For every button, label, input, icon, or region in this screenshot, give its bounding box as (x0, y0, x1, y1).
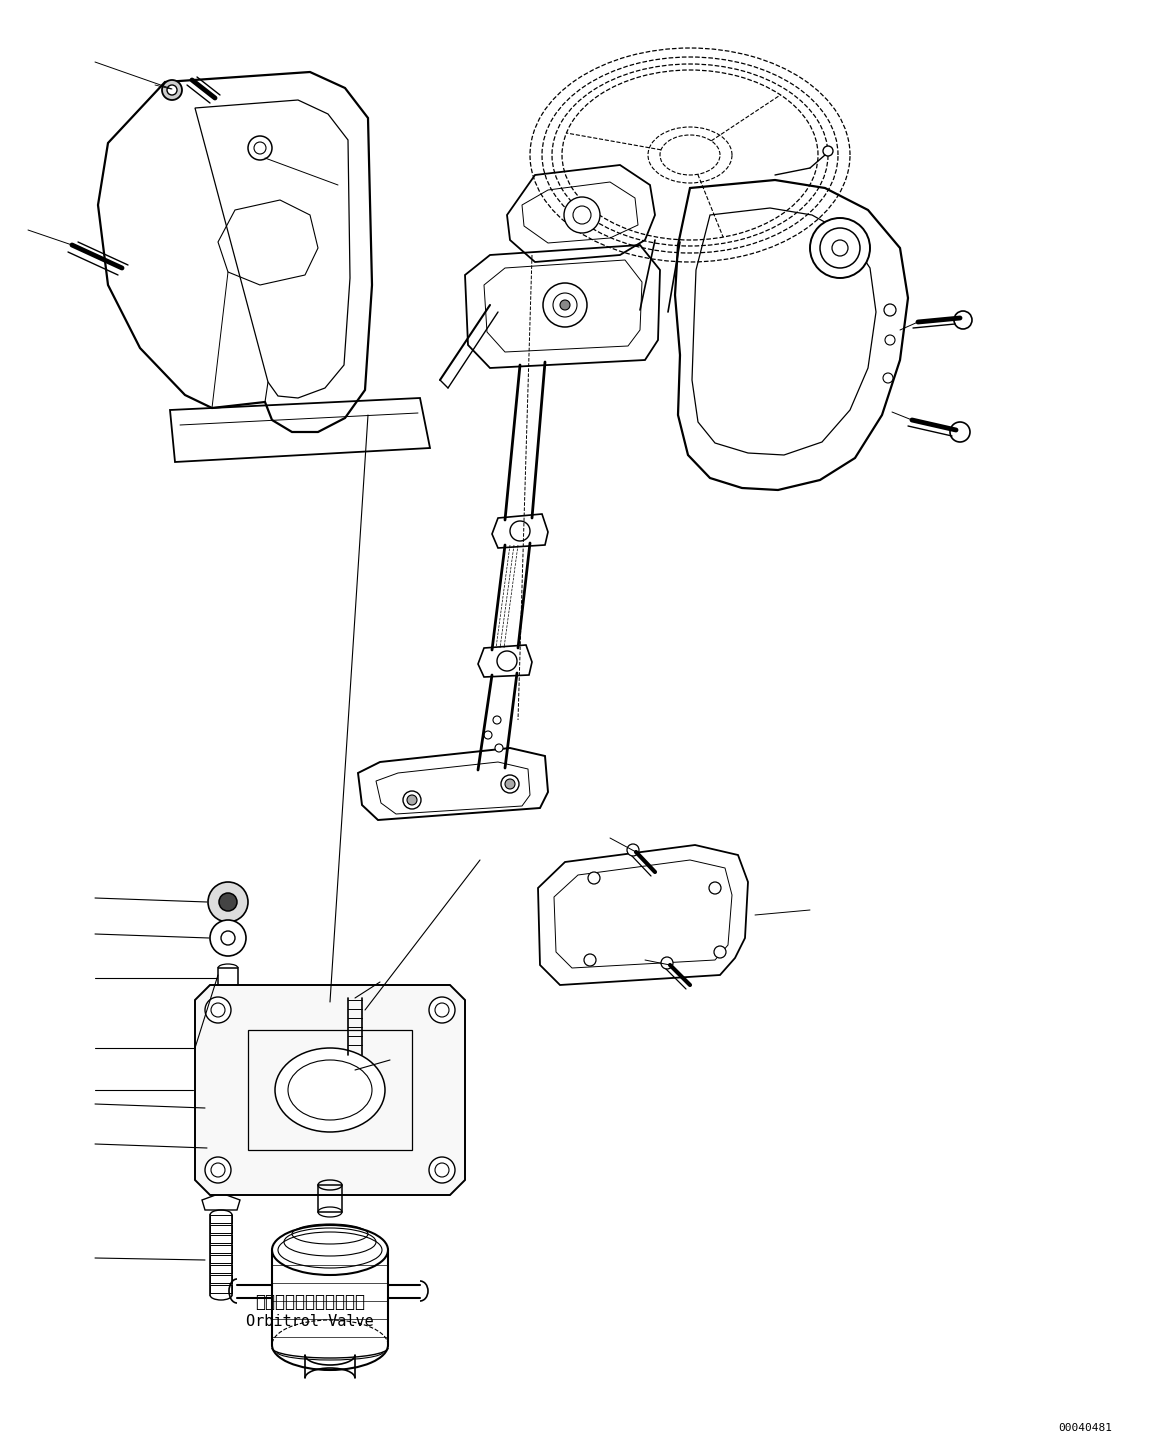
Circle shape (254, 141, 266, 154)
Circle shape (511, 521, 530, 541)
Circle shape (832, 239, 848, 257)
Circle shape (564, 198, 600, 234)
Circle shape (823, 146, 833, 156)
Circle shape (501, 774, 519, 793)
Ellipse shape (288, 1060, 372, 1120)
Text: オービットロールバルブ: オービットロールバルブ (255, 1293, 365, 1311)
Text: Orbitrol Valve: Orbitrol Valve (247, 1315, 373, 1330)
Circle shape (221, 932, 235, 945)
Circle shape (588, 872, 600, 884)
Circle shape (505, 779, 515, 789)
Circle shape (167, 85, 177, 95)
Circle shape (714, 946, 726, 957)
Circle shape (347, 1061, 364, 1079)
Circle shape (493, 717, 501, 724)
Circle shape (248, 136, 272, 160)
Circle shape (820, 228, 859, 268)
Circle shape (219, 893, 237, 911)
Circle shape (561, 300, 570, 310)
Circle shape (495, 744, 504, 751)
Ellipse shape (274, 1048, 385, 1132)
Circle shape (205, 996, 231, 1022)
Circle shape (484, 731, 492, 738)
Circle shape (884, 304, 896, 316)
Circle shape (435, 1164, 449, 1177)
Circle shape (497, 650, 518, 671)
Circle shape (543, 283, 587, 327)
Circle shape (351, 1066, 359, 1074)
Circle shape (584, 955, 595, 966)
Circle shape (220, 1141, 236, 1156)
Circle shape (206, 1086, 250, 1131)
Text: 00040481: 00040481 (1058, 1423, 1112, 1433)
Circle shape (211, 1164, 224, 1177)
Circle shape (709, 883, 721, 894)
Circle shape (208, 1128, 248, 1168)
Circle shape (809, 218, 870, 278)
Circle shape (950, 423, 970, 443)
Circle shape (217, 1097, 238, 1118)
Circle shape (661, 957, 673, 969)
Circle shape (429, 1156, 455, 1182)
Polygon shape (195, 985, 465, 1195)
Circle shape (885, 335, 896, 345)
Circle shape (162, 79, 181, 99)
Circle shape (954, 311, 972, 329)
Circle shape (552, 293, 577, 317)
Circle shape (208, 883, 248, 921)
Circle shape (211, 920, 247, 956)
Circle shape (205, 1156, 231, 1182)
Circle shape (404, 792, 421, 809)
Circle shape (627, 844, 638, 857)
Circle shape (573, 206, 591, 224)
Circle shape (883, 373, 893, 384)
Circle shape (429, 996, 455, 1022)
Circle shape (435, 1004, 449, 1017)
Circle shape (211, 1004, 224, 1017)
Circle shape (407, 795, 418, 805)
